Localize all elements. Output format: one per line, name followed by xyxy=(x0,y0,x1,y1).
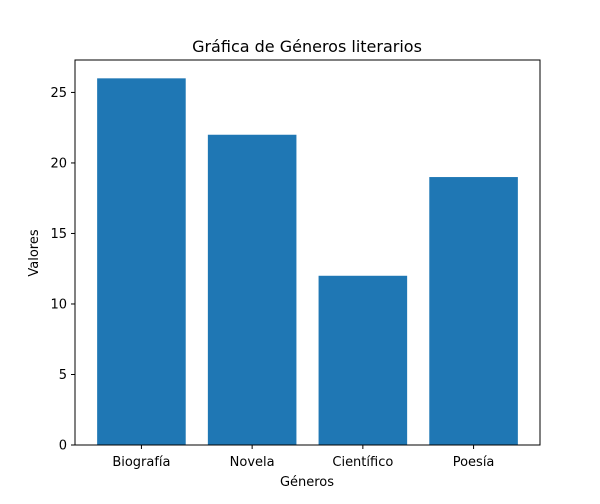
bar-Biografía xyxy=(97,78,186,445)
x-tick-label: Científico xyxy=(332,455,393,470)
x-axis-label: Géneros xyxy=(280,475,334,490)
x-tick-label: Poesía xyxy=(453,455,495,470)
x-tick-label: Biografía xyxy=(112,455,170,470)
chart-title: Gráfica de Géneros literarios xyxy=(192,37,422,56)
y-tick-label: 20 xyxy=(50,156,67,171)
x-axis: Biografía Novela Científico Poesía xyxy=(112,445,494,470)
plot-frame xyxy=(74,59,541,446)
bar-Novela xyxy=(207,134,297,445)
bars-layer xyxy=(97,78,518,446)
y-axis-label: Valores xyxy=(27,229,42,276)
y-tick-label: 5 xyxy=(59,368,67,383)
y-tick-label: 0 xyxy=(59,439,67,454)
bar-Científico xyxy=(318,275,408,445)
bar-Poesía xyxy=(429,177,518,446)
y-tick-label: 10 xyxy=(50,297,67,312)
x-tick-label: Novela xyxy=(230,455,275,470)
y-tick-label: 25 xyxy=(50,86,67,101)
y-tick-label: 15 xyxy=(50,227,67,242)
y-axis: 0 5 10 15 20 25 xyxy=(50,86,75,454)
